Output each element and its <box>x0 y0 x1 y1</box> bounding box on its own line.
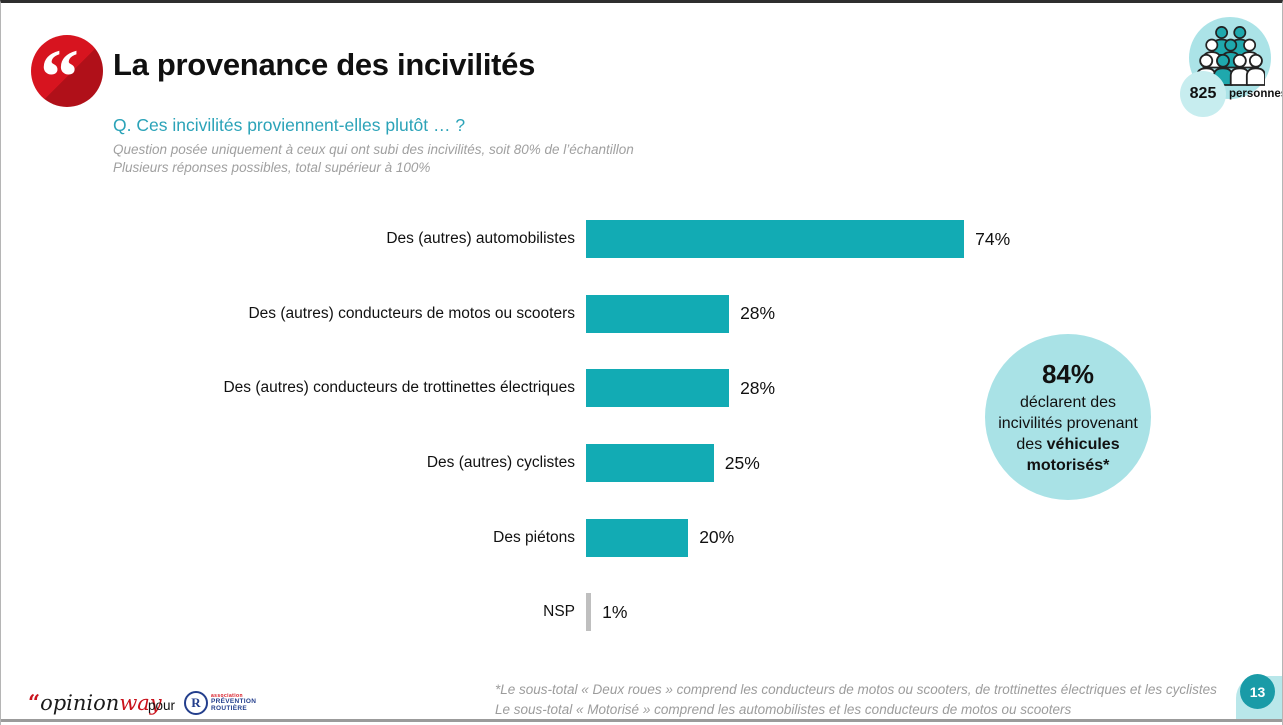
highlight-text-bold: véhicules motorisés* <box>1026 435 1120 474</box>
bar-value: 1% <box>602 601 628 622</box>
sample-count: 825 <box>1189 85 1217 102</box>
bar <box>586 593 592 632</box>
opinionway-logo: “opinionway <box>28 690 162 715</box>
chart-row: Des (autres) cyclistes 25% <box>1 426 1011 501</box>
chart-row: Des (autres) conducteurs de motos ou sco… <box>1 277 1011 352</box>
prevention-routiere-text: association PRÉVENTION ROUTIÈRE <box>211 692 257 713</box>
bar <box>586 220 965 259</box>
bar-category-label: Des (autres) cyclistes <box>426 454 575 472</box>
page-number: 13 <box>1249 683 1266 700</box>
bar-category-label: Des (autres) conducteurs de motos ou sco… <box>248 304 575 322</box>
opinionway-word-opinion: opinion <box>40 691 120 715</box>
highlight-text: déclarent des incivilités provenant des … <box>995 392 1141 476</box>
highlight-content: 84% déclarent des incivilités provenant … <box>995 359 1141 476</box>
bar-category-label: Des piétons <box>493 528 575 546</box>
bar <box>586 369 730 408</box>
prevention-routiere-r-icon: R <box>184 691 208 715</box>
bar-value: 25% <box>724 452 760 473</box>
question-text: Q. Ces incivilités proviennent-elles plu… <box>113 115 466 135</box>
footnote-line-1: *Le sous-total « Deux roues » comprend l… <box>495 682 1217 697</box>
pr-association-label: association <box>211 692 243 699</box>
bar <box>586 294 730 333</box>
bar-value: 28% <box>740 303 776 324</box>
bar-value: 74% <box>975 228 1011 249</box>
highlight-circle: 84% déclarent des incivilités provenant … <box>985 334 1151 500</box>
page-number-badge: 13 <box>1240 674 1275 709</box>
bar-value: 20% <box>699 527 735 548</box>
opinionway-word-way: way <box>119 691 162 715</box>
page-title: La provenance des incivilités <box>113 47 536 82</box>
chart-row: Des piétons 20% <box>1 500 1011 575</box>
bar <box>586 444 714 483</box>
slide-bottom-border <box>1 719 1282 722</box>
pour-label: pour <box>148 698 176 713</box>
question-notes: Question posée uniquement à ceux qui ont… <box>113 141 634 176</box>
sample-count-badge: 825 <box>1180 71 1226 117</box>
bar-category-label: Des (autres) conducteurs de trottinettes… <box>223 379 575 397</box>
pr-prevention-label: PRÉVENTION <box>211 697 257 705</box>
chart-row: NSP 1% <box>1 575 1011 650</box>
bar-category-label: Des (autres) automobilistes <box>386 230 575 248</box>
sample-unit: personnes <box>1229 88 1283 100</box>
pr-routiere-label: ROUTIÈRE <box>211 704 247 712</box>
bar-chart: Des (autres) automobilistes 74% Des (autre… <box>1 202 1011 650</box>
footnote: *Le sous-total « Deux roues » comprend l… <box>495 680 1217 719</box>
bar <box>586 518 689 557</box>
quote-icon: “ <box>31 35 103 107</box>
footnote-line-2: Le sous-total « Motorisé » comprend les … <box>495 701 1072 717</box>
question-note-1: Question posée uniquement à ceux qui ont… <box>113 142 634 157</box>
opinionway-quote-mark: “ <box>28 690 41 715</box>
quote-glyph: “ <box>40 35 79 108</box>
question-note-2: Plusieurs réponses possibles, total supé… <box>113 159 431 175</box>
bar-value: 28% <box>740 377 776 398</box>
prevention-routiere-logo: R association PRÉVENTION ROUTIÈRE <box>184 691 256 715</box>
highlight-value: 84% <box>1041 358 1095 389</box>
chart-row: Des (autres) conducteurs de trottinettes… <box>1 351 1011 426</box>
highlight-text-regular: déclarent des incivilités provenant des <box>998 393 1138 453</box>
chart-row: Des (autres) automobilistes 74% <box>1 202 1011 277</box>
bar-category-label: NSP <box>543 603 575 621</box>
